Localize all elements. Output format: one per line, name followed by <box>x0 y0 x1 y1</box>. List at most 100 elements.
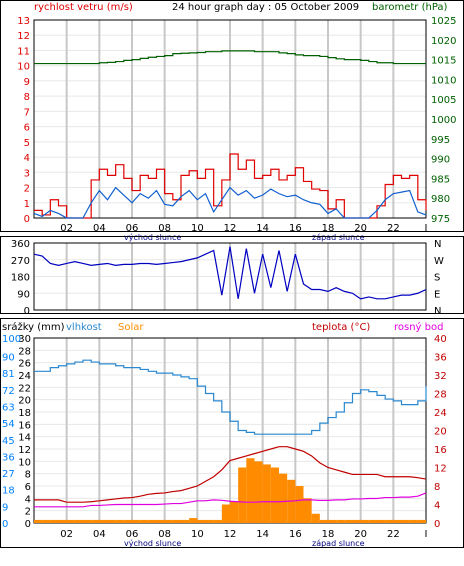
p1-left-tick-label: 12 <box>17 31 30 42</box>
solar-bar <box>221 504 230 523</box>
p3-left2-tick-label: 90 <box>2 353 15 364</box>
p1-left-tick-label: 2 <box>24 184 30 195</box>
p2-left-tick-label: 270 <box>11 256 30 267</box>
p1-right-tick-label: 1020 <box>431 36 456 47</box>
solar-bar <box>368 519 377 523</box>
p3-left-tick-label: 8 <box>25 470 31 481</box>
p3-x-tick-label: 04 <box>93 529 106 540</box>
solar-bar <box>377 519 386 523</box>
solar-bar <box>115 519 124 523</box>
p2-compass-label: N <box>434 306 441 317</box>
p3-right-tick-label: 8 <box>434 482 440 493</box>
p1-left-tick-label: 1 <box>24 199 30 210</box>
p1-left-tick-label: 5 <box>24 138 30 149</box>
solar-bar <box>360 519 369 523</box>
p3-left-tick-label: 14 <box>18 433 31 444</box>
p3-left-tick-label: 20 <box>18 396 31 407</box>
p1-left-tick-label: 0 <box>24 214 30 225</box>
p1-right-tick-label: 1015 <box>431 56 456 67</box>
p3-left-tick-label: 30 <box>18 334 31 345</box>
solar-bar <box>148 519 157 523</box>
humidity-line <box>34 359 427 435</box>
p1-right-tick-label: 990 <box>431 155 450 166</box>
solar-bar <box>303 498 312 523</box>
p1-left-tick-label: 9 <box>24 77 30 88</box>
p3-left-tick-label: 28 <box>18 346 31 357</box>
solar-bar <box>83 519 92 523</box>
p3-x-tick-label: I <box>425 529 428 540</box>
p1-x-tick-label: 16 <box>289 223 302 234</box>
p1-x-tick-label: 20 <box>354 223 367 234</box>
p1-x-tick-label: 22 <box>387 223 400 234</box>
p3-left2-tick-label: 0 <box>2 519 8 530</box>
p1-x-tick-label: 06 <box>126 223 139 234</box>
p1-right-tick-label: 985 <box>431 174 450 185</box>
p2-compass-label: E <box>434 289 440 300</box>
solar-bar <box>336 519 345 523</box>
barometer-line <box>34 50 426 65</box>
p3-right-tick-label: 4 <box>434 501 440 512</box>
sunrise-label-3: východ slunce <box>124 539 181 548</box>
p2-left-tick-label: 180 <box>11 273 30 284</box>
p2-compass-label: W <box>434 256 444 267</box>
solar-bar <box>42 519 51 523</box>
sunset-label-3: západ slunce <box>312 539 365 548</box>
p3-x-tick-label: 20 <box>354 529 367 540</box>
p3-x-tick-label: 02 <box>60 529 73 540</box>
p3-left-tick-label: 16 <box>18 420 31 431</box>
p1-x-tick-label: 18 <box>322 223 335 234</box>
p2-plot-frame <box>33 242 427 311</box>
solar-bar <box>270 467 279 523</box>
humidity-label: vlhkost <box>66 322 102 333</box>
solar-label: Solar <box>118 322 144 333</box>
solar-bar <box>50 519 59 523</box>
solar-bar <box>311 513 320 523</box>
solar-bar <box>66 519 75 523</box>
p3-left-tick-label: 2 <box>25 507 31 518</box>
p3-right-tick-label: 16 <box>434 445 447 456</box>
p1-left-tick-label: 7 <box>24 107 30 118</box>
p1-left-tick-label: 3 <box>24 168 30 179</box>
p3-right-tick-label: 28 <box>434 390 447 401</box>
p3-x-tick-label: 10 <box>191 529 204 540</box>
solar-bar <box>172 519 181 523</box>
p3-left2-tick-label: 81 <box>2 369 15 380</box>
p3-left2-tick-label: 54 <box>2 419 15 430</box>
p3-left-tick-label: 26 <box>18 359 31 370</box>
solar-bar <box>74 519 83 523</box>
wind-average-line <box>33 186 427 219</box>
p3-left-tick-label: 22 <box>18 383 31 394</box>
solar-bar <box>279 473 288 523</box>
p3-right-tick-label: 40 <box>434 334 447 345</box>
solar-bar <box>205 519 214 523</box>
solar-bar <box>181 519 190 523</box>
p1-left-tick-label: 11 <box>17 46 30 57</box>
solar-bar <box>213 519 222 523</box>
p1-x-tick-label: 08 <box>158 223 171 234</box>
rain-axis-label: srážky (mm) <box>2 321 65 333</box>
p1-x-tick-label: 10 <box>191 223 204 234</box>
p3-left-tick-label: 12 <box>18 445 31 456</box>
p3-left2-tick-label: 36 <box>2 452 15 463</box>
dew-label: rosný bod <box>394 321 443 333</box>
p1-x-tick-label: 02 <box>60 223 73 234</box>
p3-left2-tick-label: 27 <box>2 469 15 480</box>
solar-bar <box>254 461 263 523</box>
p3-x-tick-label: 22 <box>387 529 400 540</box>
solar-bar <box>246 458 255 523</box>
p3-right-tick-label: 36 <box>434 353 447 364</box>
p1-right-tick-label: 1025 <box>431 16 456 27</box>
baro-axis-label: barometr (hPa) <box>372 2 448 13</box>
p3-left-tick-label: 10 <box>18 457 31 468</box>
p3-x-tick-label: 16 <box>289 529 302 540</box>
solar-bar <box>352 519 361 523</box>
p1-right-tick-label: 1000 <box>431 115 456 126</box>
p3-x-tick-label: 14 <box>256 529 269 540</box>
p1-left-tick-label: 6 <box>24 123 30 134</box>
p1-x-tick-label: 12 <box>224 223 237 234</box>
p3-right-tick-label: 24 <box>434 408 447 419</box>
solar-bar <box>91 519 100 523</box>
solar-bar <box>58 519 67 523</box>
p1-left-tick-label: 10 <box>17 62 30 73</box>
